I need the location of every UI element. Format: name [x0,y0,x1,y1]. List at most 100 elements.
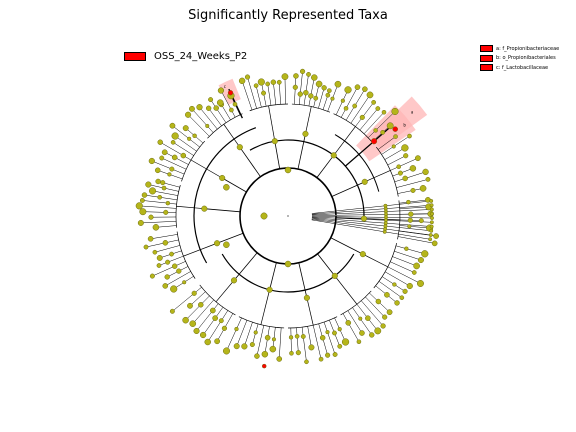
branch [183,242,218,257]
genus-node [229,107,234,113]
species-node [362,86,368,92]
species-node [199,331,207,339]
species-node [429,220,434,225]
branch [316,155,335,178]
order-node [213,240,221,247]
species-node [430,216,434,220]
leaf-branch [154,245,180,253]
leaf-branch [155,225,177,228]
species-node [276,79,282,85]
clade-legend-swatch [480,45,493,53]
species-node [159,155,165,161]
leaf-branch [255,85,262,108]
leaf-branch [244,322,253,347]
leaf-branch [172,287,202,312]
species-node [156,263,162,268]
genus-node [340,98,345,103]
genus-node [171,154,178,161]
leaf-branch [220,90,236,118]
leaf-branch [311,219,431,240]
leaf-branch [165,271,191,287]
genus-node [205,123,210,129]
genus-node [162,240,169,246]
species-node [421,250,429,258]
family-arc [238,316,285,329]
species-node [411,270,417,275]
species-node [419,185,427,192]
genus-node [380,130,386,135]
species-node [311,74,318,81]
species-node [381,109,387,115]
species-node [253,83,259,88]
species-node [214,338,221,345]
genus-node [392,282,397,287]
hub-node [284,260,292,268]
branch [274,141,281,169]
branch [176,205,205,210]
species-node [182,316,189,324]
clade-legend-label: c: f_Lactobacillaceae [496,64,549,71]
leaf-branch [307,326,312,348]
genus-node [180,152,187,159]
genus-node [359,114,365,120]
highlight-node [261,363,267,369]
leaf-branch [361,300,384,327]
genus-node [169,251,174,257]
genus-node [264,334,271,341]
genus-node [352,103,358,109]
genus-node [163,209,169,215]
species-node [238,77,246,85]
leaf-branch [267,83,272,106]
species-node [299,68,306,75]
leaf-branch [236,320,248,347]
leaf-branch [199,107,218,130]
clade-legend-label: a: f_Propionibacteriaceae [496,45,560,52]
species-node [152,249,158,255]
leaf-branch [301,327,307,362]
branch [204,208,241,213]
species-node [139,208,147,216]
species-node [171,132,179,140]
species-node [208,97,214,103]
leaf-branch [381,135,410,155]
branch [305,106,312,134]
leaf-branch [189,291,206,306]
leaf-branch [296,327,299,353]
species-node [257,78,265,86]
species-node [254,353,260,359]
species-node [261,350,269,358]
species-node [216,99,224,106]
branch [233,252,258,281]
species-node [154,167,161,174]
branch [298,262,308,298]
genus-node [391,144,396,149]
genus-node [157,195,162,200]
leaf-branch [298,71,303,105]
leaf-branch [279,327,282,359]
species-node [265,81,271,87]
genus-node [288,335,294,340]
species-node [369,332,375,338]
species-node [141,192,148,198]
leaf-branch [347,310,363,334]
leaf-branch [363,112,385,134]
leaf-branch [196,303,219,332]
species-node [327,88,332,93]
leaf-branch [394,171,426,183]
class-arc [334,134,380,192]
species-node [356,339,362,344]
species-node [374,327,382,335]
genus-node [253,330,258,335]
leaf-branch [311,200,432,214]
genus-node [187,136,192,141]
species-node [289,351,294,356]
species-node [217,87,225,94]
leaf-branch [311,217,432,227]
leaf-branch [151,160,185,175]
leaf-branch [397,188,424,194]
species-node [276,356,283,362]
species-node [429,203,434,208]
species-node [193,327,200,335]
species-node [148,157,155,165]
clade-legend-row-c: c: f_Lactobacillaceae [480,63,559,73]
